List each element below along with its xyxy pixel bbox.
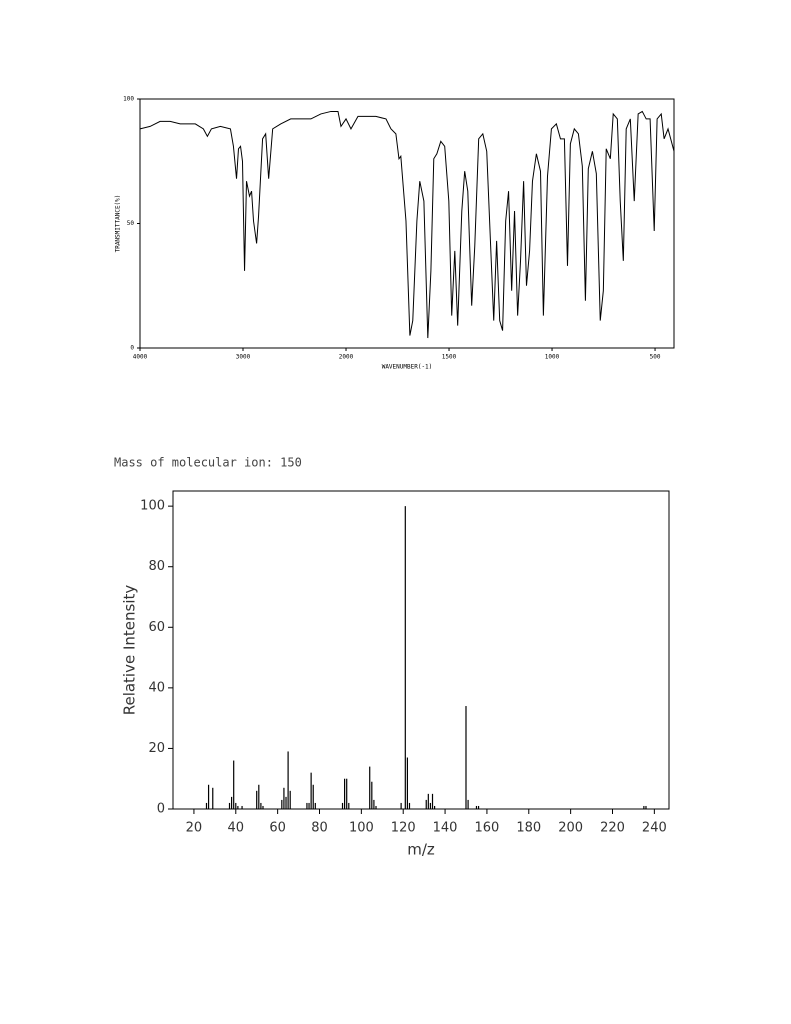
x-tick-label: 500 [650, 354, 661, 361]
chart: 0 50 100 4000 3000 2000 1500 1000 500 WAVENUMBER(… [115, 96, 675, 371]
plot-frame [139, 98, 675, 349]
x-axis-label: WAVENUMBER(-1) [382, 364, 433, 371]
y-axis-label: TRANSMITTANCE(%) [115, 195, 122, 253]
x-tick-label: 220 [600, 821, 625, 836]
y-tick-label: 20 [148, 741, 165, 756]
x-tick-label: 120 [391, 821, 416, 836]
plot-frame [172, 490, 670, 810]
x-tick-label: 180 [516, 821, 541, 836]
x-tick-label: 3000 [236, 354, 251, 361]
y-tick-label: 100 [123, 96, 134, 103]
y-axis-label: Relative Intensity [121, 585, 139, 716]
x-tick-label: 240 [642, 821, 667, 836]
spectrum-line [139, 110, 675, 339]
y-tick-label: 0 [130, 345, 134, 352]
x-tick-label: 160 [475, 821, 500, 836]
y-tick-label: 50 [127, 220, 135, 227]
x-axis-label: m/z [407, 841, 435, 859]
y-tick-label: 0 [157, 802, 165, 817]
x-tick-label: 100 [349, 821, 374, 836]
x-tick-label: 60 [269, 821, 286, 836]
x-tick-label: 140 [433, 821, 458, 836]
chart: 0 20 40 60 80 100 20 40 60 80 100 120 140 160 180 200 22… [114, 456, 670, 859]
x-tick-label: 200 [558, 821, 583, 836]
x-tick-label: 1000 [545, 354, 560, 361]
x-tick-label: 4000 [133, 354, 148, 361]
x-tick-label: 2000 [339, 354, 354, 361]
x-tick-label: 40 [228, 821, 245, 836]
y-tick-label: 40 [148, 680, 165, 695]
x-tick-label: 1500 [442, 354, 457, 361]
y-tick-label: 60 [148, 620, 165, 635]
x-tick-label: 20 [186, 821, 203, 836]
y-tick-label: 80 [148, 559, 165, 574]
chart-title: Mass of molecular ion: 150 [114, 456, 302, 470]
y-tick-label: 100 [140, 499, 165, 514]
x-tick-label: 80 [311, 821, 328, 836]
